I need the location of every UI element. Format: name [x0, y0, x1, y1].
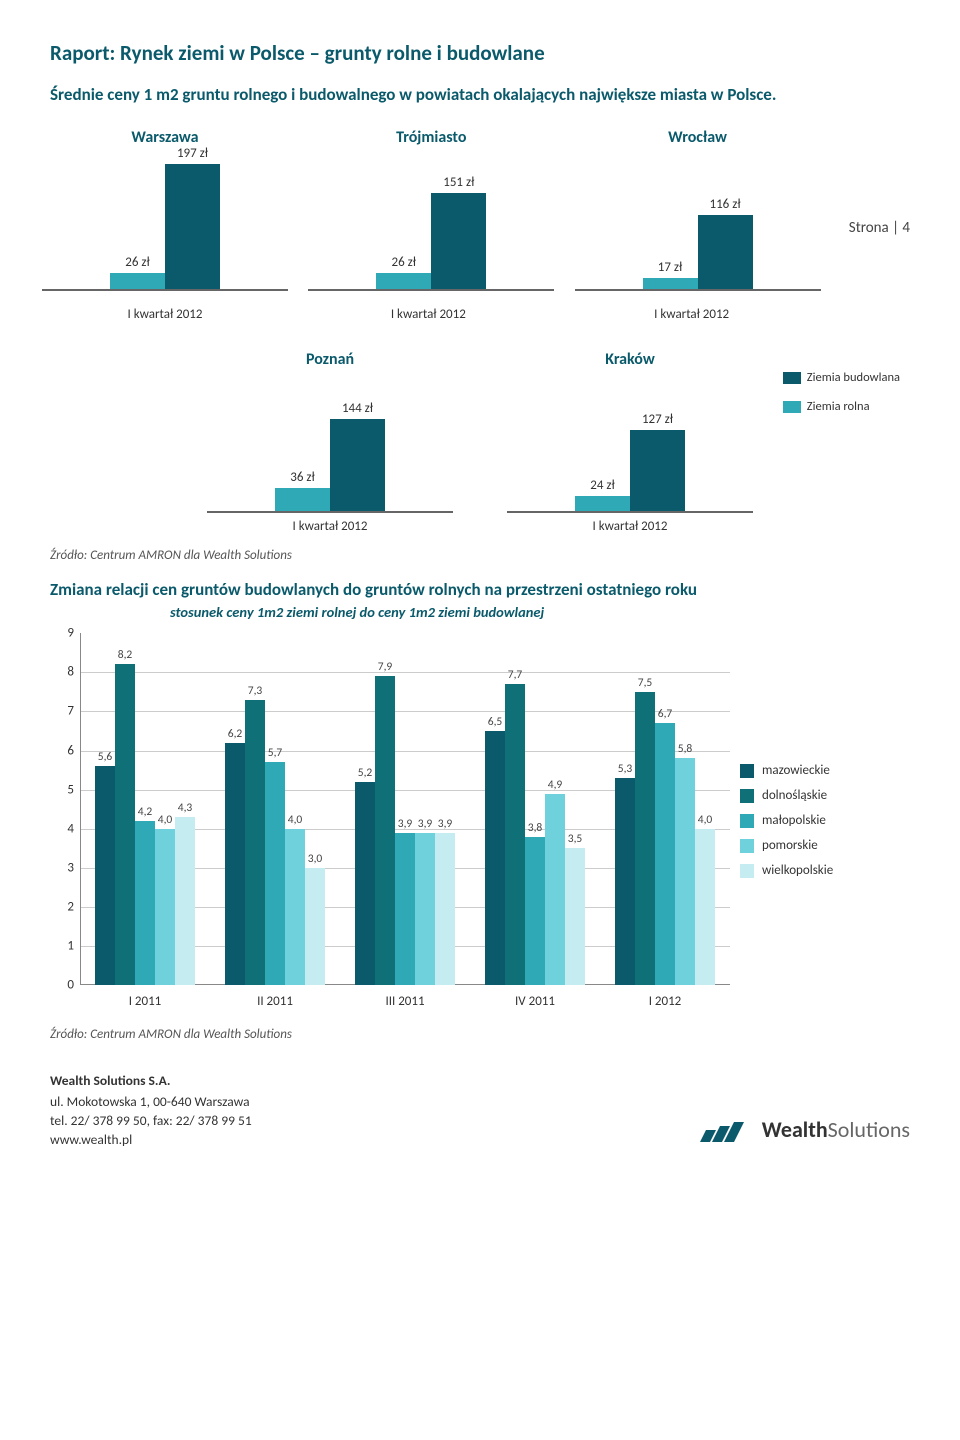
axis-label: I kwartał 2012	[215, 519, 445, 534]
city-label: Trójmiasto	[316, 128, 546, 147]
small-charts-row1: Warszawa 26 zł 197 zł Trójmiasto 26 zł 1…	[50, 128, 910, 297]
bar-group: 6,57,73,84,93,5	[470, 633, 600, 985]
bar: 3,0	[305, 868, 325, 985]
legend-rolna: Ziemia rolna	[807, 399, 870, 414]
bar: 6,5	[485, 731, 505, 985]
section2-title: Zmiana relacji cen gruntów budowlanych d…	[50, 579, 810, 601]
small-chart: Warszawa 26 zł 197 zł	[50, 128, 280, 297]
footer-address: ul. Mokotowska 1, 00-640 Warszawa	[50, 1093, 252, 1112]
bar-budowlana: 116 zł	[698, 215, 753, 289]
bar: 6,7	[655, 723, 675, 985]
city-label: Poznań	[215, 350, 445, 369]
page-footer: Wealth Solutions S.A. ul. Mokotowska 1, …	[50, 1072, 910, 1150]
y-tick: 5	[50, 782, 74, 797]
bar: 4,0	[285, 829, 305, 985]
bar: 5,2	[355, 782, 375, 985]
bar-budowlana: 127 zł	[630, 430, 685, 511]
small-chart: Poznań 36 zł 144 zł I kwartał 2012	[215, 350, 445, 534]
section1-title: Średnie ceny 1 m2 gruntu rolnego i budow…	[50, 84, 810, 106]
bar: 7,3	[245, 700, 265, 986]
bar-rolna: 36 zł	[275, 488, 330, 511]
bar: 4,0	[155, 829, 175, 985]
y-tick: 1	[50, 939, 74, 954]
x-tick: I 2011	[80, 994, 210, 1009]
y-tick: 2	[50, 899, 74, 914]
bar-group: 5,68,24,24,04,3	[80, 633, 210, 985]
bar: 4,0	[695, 829, 715, 985]
y-tick: 3	[50, 860, 74, 875]
bar: 4,9	[545, 794, 565, 986]
section2-subtitle: stosunek ceny 1m2 ziemi rolnej do ceny 1…	[170, 603, 910, 621]
footer-web: www.wealth.pl	[50, 1131, 252, 1150]
bar-rolna: 26 zł	[110, 273, 165, 290]
small-chart: Wrocław 17 zł 116 zł	[583, 128, 813, 297]
y-tick: 9	[50, 626, 74, 641]
bar: 7,5	[635, 692, 655, 985]
city-label: Wrocław	[583, 128, 813, 147]
bar-budowlana: 151 zł	[431, 193, 486, 289]
y-tick: 6	[50, 743, 74, 758]
report-title: Raport: Rynek ziemi w Polsce – grunty ro…	[50, 40, 910, 66]
bar-rolna: 17 zł	[643, 278, 698, 289]
city-label: Warszawa	[50, 128, 280, 147]
bar: 7,9	[375, 676, 395, 985]
bar: 3,9	[435, 833, 455, 986]
x-tick: IV 2011	[470, 994, 600, 1009]
bar: 5,7	[265, 762, 285, 985]
bar: 4,3	[175, 817, 195, 985]
y-tick: 4	[50, 821, 74, 836]
bar-budowlana: 197 zł	[165, 164, 220, 289]
source-line-2: Źródło: Centrum AMRON dla Wealth Solutio…	[50, 1027, 910, 1042]
x-tick: I 2012	[600, 994, 730, 1009]
bar-group: 6,27,35,74,03,0	[210, 633, 340, 985]
logo-text: WealthSolutions	[762, 1116, 910, 1143]
footer-company: Wealth Solutions S.A.	[50, 1072, 252, 1091]
bar: 5,6	[95, 766, 115, 985]
city-label: Kraków	[515, 350, 745, 369]
legend-item: małopolskie	[740, 813, 833, 828]
bar: 3,9	[415, 833, 435, 986]
x-tick: II 2011	[210, 994, 340, 1009]
small-legend: Ziemia budowlana Ziemia rolna	[783, 370, 900, 428]
page-number: Strona | 4	[849, 219, 910, 297]
source-line-1: Źródło: Centrum AMRON dla Wealth Solutio…	[50, 548, 910, 563]
bar-rolna: 26 zł	[376, 273, 431, 290]
bar-rolna: 24 zł	[575, 496, 630, 511]
legend-item: mazowieckie	[740, 763, 833, 778]
logo: WealthSolutions	[700, 1110, 910, 1150]
small-chart: Kraków 24 zł 127 zł I kwartał 2012	[515, 350, 745, 534]
bar: 5,3	[615, 778, 635, 985]
small-charts-row2: Poznań 36 zł 144 zł I kwartał 2012 Krakó…	[50, 350, 910, 534]
small-chart: Trójmiasto 26 zł 151 zł	[316, 128, 546, 297]
y-tick: 7	[50, 704, 74, 719]
bar: 6,2	[225, 743, 245, 985]
y-tick: 8	[50, 665, 74, 680]
axis-label: I kwartał 2012	[515, 519, 745, 534]
legend-item: pomorskie	[740, 838, 833, 853]
bar: 7,7	[505, 684, 525, 985]
footer-phone: tel. 22/ 378 99 50, fax: 22/ 378 99 51	[50, 1112, 252, 1131]
legend-item: wielkopolskie	[740, 863, 833, 878]
bar-group: 5,37,56,75,84,0	[600, 633, 730, 985]
legend-budowlana: Ziemia budowlana	[807, 370, 900, 385]
big-chart-legend: mazowieckie dolnośląskie małopolskie pomors…	[740, 763, 833, 888]
y-tick: 0	[50, 978, 74, 993]
bar: 3,5	[565, 848, 585, 985]
bar: 5,8	[675, 758, 695, 985]
bar: 3,9	[395, 833, 415, 986]
bar-budowlana: 144 zł	[330, 419, 385, 511]
grouped-bar-chart: 5,68,24,24,04,36,27,35,74,03,05,27,93,93…	[50, 633, 730, 1013]
logo-mark-icon	[700, 1110, 754, 1150]
bar-group: 5,27,93,93,93,9	[340, 633, 470, 985]
bar: 4,2	[135, 821, 155, 985]
x-tick: III 2011	[340, 994, 470, 1009]
bar: 3,8	[525, 837, 545, 986]
legend-item: dolnośląskie	[740, 788, 833, 803]
bar: 8,2	[115, 664, 135, 985]
